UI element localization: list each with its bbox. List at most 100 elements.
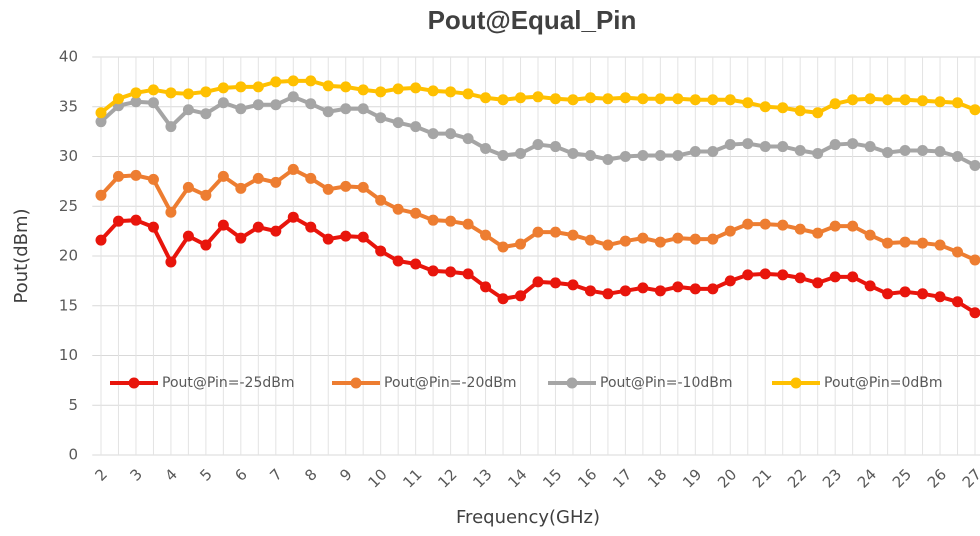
data-point [375, 194, 387, 206]
data-point [515, 290, 527, 302]
legend-text: Pout@Pin=-10dBm [600, 375, 733, 391]
x-tick-label: 21 [749, 465, 775, 491]
data-point [829, 98, 841, 110]
legend-item: Pout@Pin=0dBm [772, 375, 943, 391]
data-point [584, 285, 596, 297]
data-point [462, 268, 474, 280]
x-tick-label: 6 [231, 465, 250, 484]
data-point [235, 103, 247, 115]
data-point [95, 107, 107, 119]
data-point [689, 94, 701, 106]
data-point [794, 105, 806, 117]
data-point [899, 236, 911, 248]
data-point [165, 87, 177, 99]
data-point [497, 150, 509, 162]
data-point [392, 255, 404, 267]
data-point [252, 99, 264, 111]
legend-text: Pout@Pin=-25dBm [162, 375, 295, 391]
data-point [235, 232, 247, 244]
y-tick-label: 35 [59, 97, 78, 115]
data-point [672, 93, 684, 105]
data-point [532, 139, 544, 151]
data-point [759, 218, 771, 230]
data-point [812, 277, 824, 289]
data-point [95, 116, 107, 128]
data-point [200, 108, 212, 120]
data-point [672, 281, 684, 293]
data-point [270, 225, 282, 237]
data-point [724, 139, 736, 151]
chart-title: Pout@Equal_Pin [428, 5, 637, 35]
data-point [305, 75, 317, 87]
data-point [165, 256, 177, 268]
data-point [392, 83, 404, 95]
data-point [217, 97, 229, 109]
data-point [357, 103, 369, 115]
data-point [427, 214, 439, 226]
data-point [410, 258, 422, 270]
data-point [619, 285, 631, 297]
data-point [742, 218, 754, 230]
x-tick-label: 15 [539, 465, 565, 491]
data-point [672, 150, 684, 162]
data-point [864, 141, 876, 153]
data-point [165, 206, 177, 218]
legend-text: Pout@Pin=-20dBm [384, 375, 517, 391]
data-point [340, 103, 352, 115]
data-point [969, 307, 980, 319]
data-point [602, 93, 614, 105]
data-point [392, 203, 404, 215]
data-point [322, 106, 334, 118]
data-point [759, 141, 771, 153]
data-point [584, 150, 596, 162]
data-point [864, 93, 876, 105]
legend-marker [790, 377, 802, 389]
y-tick-label: 40 [59, 48, 78, 66]
x-tick-label: 26 [924, 465, 950, 491]
data-point [182, 230, 194, 242]
data-point [200, 86, 212, 98]
data-point [322, 233, 334, 245]
data-point [654, 93, 666, 105]
legend-marker [128, 377, 140, 389]
legend-item: Pout@Pin=-20dBm [332, 375, 517, 391]
data-point [200, 189, 212, 201]
data-point [462, 218, 474, 230]
data-point [112, 93, 124, 105]
data-point [952, 296, 964, 308]
data-point [515, 148, 527, 160]
data-point [235, 182, 247, 194]
data-point [252, 172, 264, 184]
data-point [637, 150, 649, 162]
data-point [427, 265, 439, 277]
data-point [899, 94, 911, 106]
data-point [147, 221, 159, 233]
data-point [654, 150, 666, 162]
data-point [707, 283, 719, 295]
data-point [305, 172, 317, 184]
x-axis-title: Frequency(GHz) [456, 507, 600, 528]
data-point [794, 272, 806, 284]
data-point [917, 95, 929, 107]
data-point [340, 180, 352, 192]
data-point [497, 293, 509, 305]
data-point [934, 146, 946, 158]
data-point [549, 141, 561, 153]
data-point [130, 96, 142, 108]
data-point [619, 235, 631, 247]
data-point [270, 99, 282, 111]
x-tick-label: 8 [301, 465, 320, 484]
data-point [934, 96, 946, 108]
x-tick-label: 16 [574, 465, 600, 491]
data-point [549, 93, 561, 105]
data-point [182, 88, 194, 100]
data-point [532, 276, 544, 288]
data-point [812, 227, 824, 239]
y-tick-label: 5 [68, 396, 78, 414]
y-tick-label: 20 [59, 247, 78, 265]
data-point [637, 93, 649, 105]
data-point [759, 101, 771, 113]
legend-item: Pout@Pin=-25dBm [110, 375, 295, 391]
x-tick-label: 4 [161, 465, 180, 484]
data-point [200, 239, 212, 251]
